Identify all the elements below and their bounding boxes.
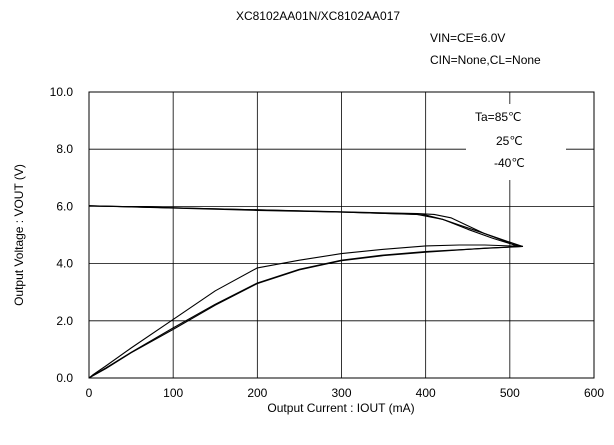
x-tick-label: 600 xyxy=(584,386,604,400)
legend-box xyxy=(466,104,566,180)
y-tick-label: 0.0 xyxy=(56,371,73,385)
x-tick-label: 500 xyxy=(500,386,520,400)
x-tick-label: 400 xyxy=(416,386,436,400)
series-line-3 xyxy=(88,205,524,379)
chart-title: XC8102AA01N/XC8102AA017 xyxy=(236,9,400,23)
series-line-2 xyxy=(88,205,524,379)
y-tick-label: 2.0 xyxy=(56,314,73,328)
legend-header: Ta=85℃ xyxy=(475,110,522,124)
y-axis-label: Output Voltage : VOUT (V) xyxy=(12,164,26,306)
legend-entry-minus40: -40℃ xyxy=(494,156,525,170)
x-axis-label: Output Current : IOUT (mA) xyxy=(267,401,414,415)
y-tick-label: 4.0 xyxy=(56,257,73,271)
x-tick-labels: 0 100 200 300 400 500 600 xyxy=(86,386,605,400)
x-tick-label: 0 xyxy=(86,386,93,400)
legend-entry-25: 25℃ xyxy=(496,134,523,148)
legend-entry-85: 85℃ xyxy=(495,110,522,124)
condition-line-2: CIN=None,CL=None xyxy=(430,53,541,67)
series-line-1 xyxy=(88,205,524,379)
condition-line-1: VIN=CE=6.0V xyxy=(430,31,505,45)
x-tick-label: 200 xyxy=(247,386,267,400)
y-tick-label: 6.0 xyxy=(56,199,73,213)
y-tick-label: 10.0 xyxy=(50,85,74,99)
x-tick-label: 300 xyxy=(331,386,351,400)
series-group xyxy=(88,205,524,379)
plot-area xyxy=(88,91,595,379)
legend-header-label: Ta= xyxy=(475,110,495,124)
y-tick-labels: 0.0 2.0 4.0 6.0 8.0 10.0 xyxy=(50,85,74,385)
y-tick-label: 8.0 xyxy=(56,142,73,156)
x-tick-label: 100 xyxy=(163,386,183,400)
